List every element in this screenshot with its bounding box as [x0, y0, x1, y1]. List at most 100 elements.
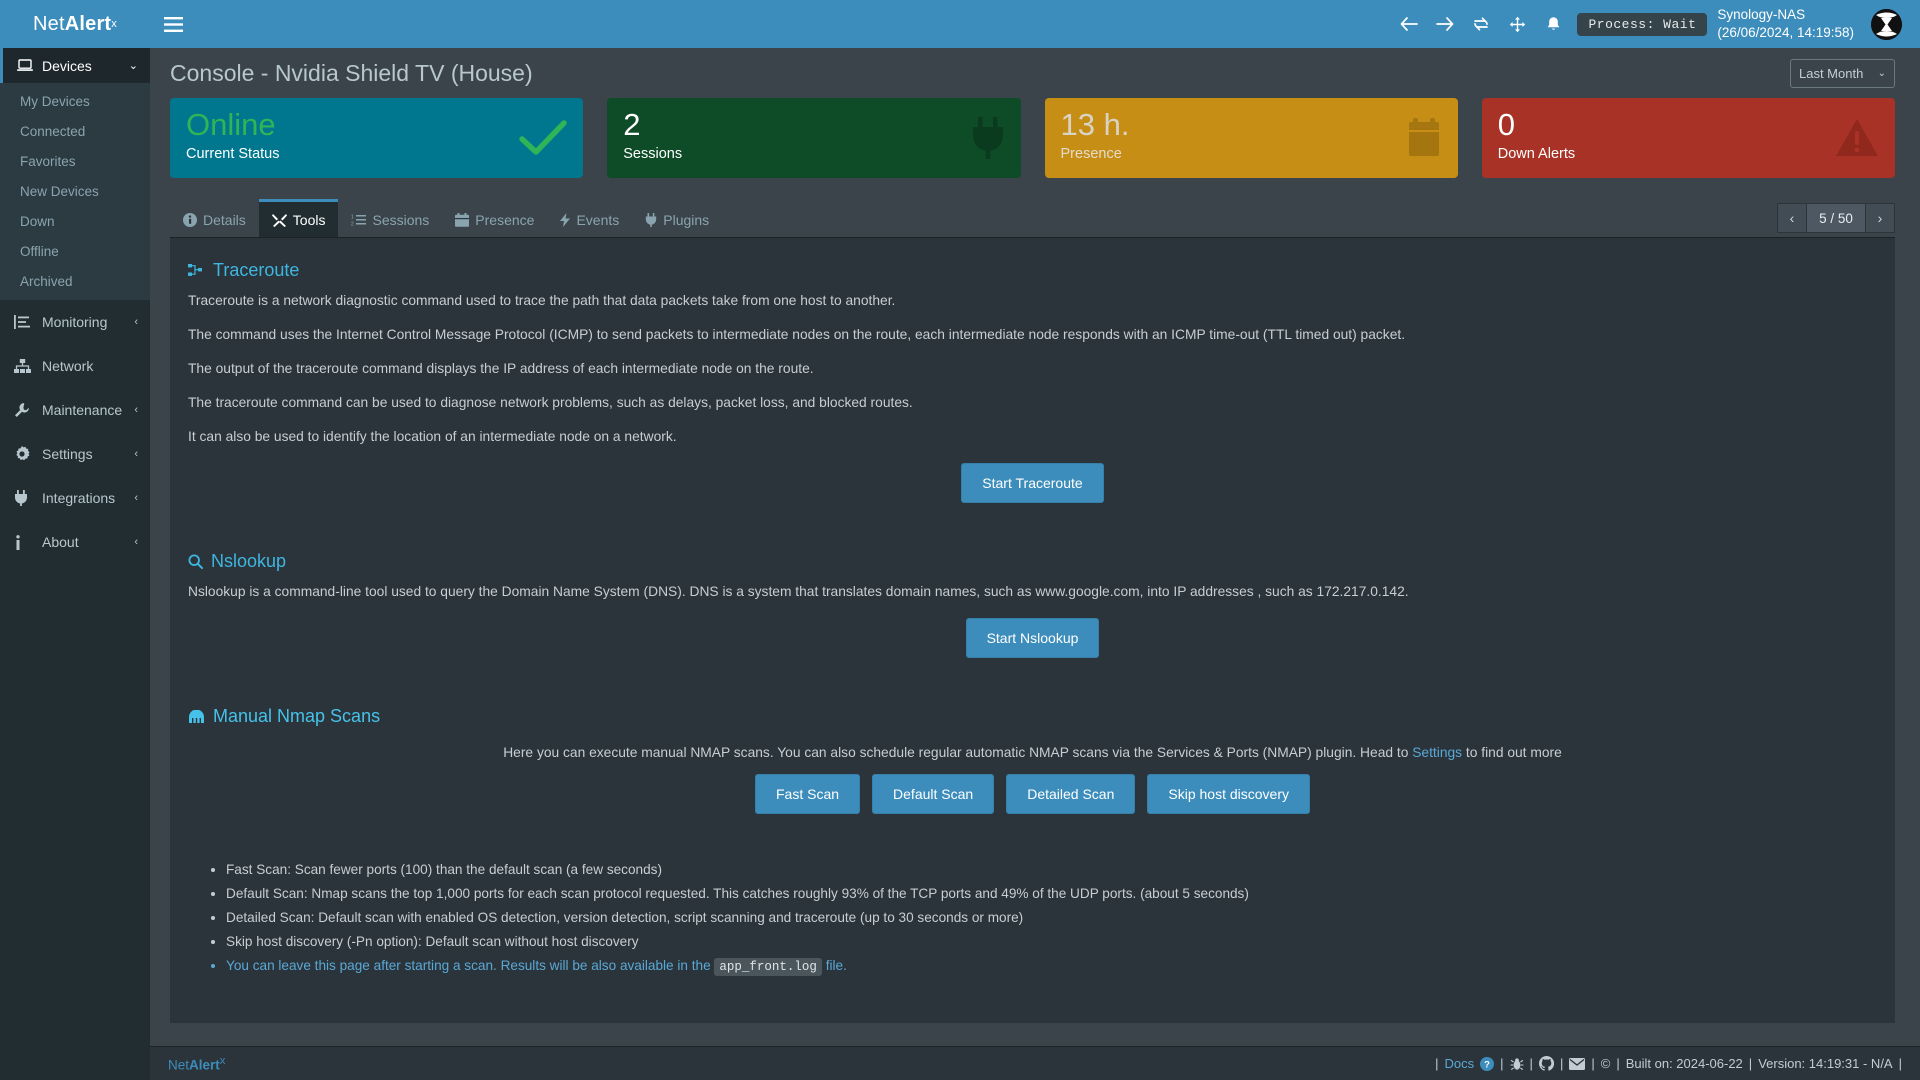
logo-superscript: x: [111, 18, 117, 30]
log-note-before: You can leave this page after starting a…: [226, 958, 715, 973]
footer-brand[interactable]: NetAlertx: [168, 1055, 225, 1073]
card-label: Down Alerts: [1497, 146, 1576, 162]
default-scan-button[interactable]: Default Scan: [872, 774, 995, 814]
back-arrow-icon[interactable]: [1391, 0, 1427, 48]
traceroute-paragraph: The output of the traceroute command dis…: [188, 361, 814, 376]
footer-brand-prefix: Net: [168, 1057, 190, 1073]
card-value: 0: [1497, 107, 1515, 142]
notification-bell-icon[interactable]: [1535, 0, 1571, 48]
sidebar-item-down[interactable]: Down: [0, 206, 150, 236]
menu-toggle-icon[interactable]: [150, 0, 196, 48]
sidebar-item-maintenance[interactable]: Maintenance ‹: [0, 388, 150, 432]
bug-icon[interactable]: [1510, 1057, 1524, 1071]
sidebar-item-connected[interactable]: Connected: [0, 116, 150, 146]
github-icon[interactable]: [1539, 1056, 1554, 1071]
tab-label: Events: [576, 211, 620, 228]
period-select[interactable]: Last Month ⌄: [1790, 58, 1895, 88]
network-icon: [14, 359, 34, 373]
info-circle-icon: [183, 212, 197, 227]
plug-icon: [645, 212, 657, 227]
bolt-icon: [560, 212, 571, 227]
tab-details[interactable]: Details: [170, 199, 259, 237]
footer-separator: |: [1529, 1056, 1533, 1071]
card-value: 13 h.: [1060, 107, 1130, 142]
sidebar-item-offline[interactable]: Offline: [0, 236, 150, 266]
card-current-status[interactable]: Online Current Status: [170, 98, 584, 178]
start-traceroute-button[interactable]: Start Traceroute: [961, 463, 1104, 503]
copyright-icon[interactable]: ©: [1600, 1056, 1611, 1071]
traceroute-paragraph: It can also be used to identify the loca…: [188, 429, 677, 444]
start-nslookup-button[interactable]: Start Nslookup: [965, 618, 1100, 658]
nslookup-button-row: Start Nslookup: [170, 618, 1895, 658]
card-label: Current Status: [186, 146, 280, 162]
list-item-log-note: You can leave this page after starting a…: [226, 958, 1895, 976]
sidebar-item-integrations[interactable]: Integrations ‹: [0, 476, 150, 520]
check-icon: [519, 119, 567, 157]
footer-separator: |: [1591, 1056, 1595, 1071]
chevron-left-icon: ‹: [134, 536, 138, 548]
skip-host-discovery-button[interactable]: Skip host discovery: [1147, 774, 1310, 814]
app-logo[interactable]: Net Alert x: [0, 0, 150, 48]
pager-prev-button[interactable]: ‹: [1777, 203, 1807, 233]
svg-text:1: 1: [351, 215, 354, 221]
sidebar-devices-label: Devices: [42, 57, 92, 74]
device-pager: ‹ 5 / 50 ›: [1777, 203, 1895, 233]
plug-icon: [971, 117, 1005, 159]
chevron-down-icon: ⌄: [1877, 67, 1886, 79]
sidebar-label: Network: [42, 358, 94, 374]
page-title: Console - Nvidia Shield TV (House): [170, 59, 533, 86]
tab-plugins[interactable]: Plugins: [632, 199, 722, 237]
refresh-icon[interactable]: [1463, 0, 1499, 48]
detailed-scan-button[interactable]: Detailed Scan: [1006, 774, 1136, 814]
sidebar-item-network[interactable]: Network: [0, 344, 150, 388]
sidebar-item-favorites[interactable]: Favorites: [0, 146, 150, 176]
sidebar-sub-label: My Devices: [20, 93, 90, 109]
sidebar-item-archived[interactable]: Archived: [0, 266, 150, 296]
docs-link[interactable]: Docs: [1444, 1056, 1475, 1071]
chevron-left-icon: ‹: [134, 316, 138, 328]
question-circle-icon[interactable]: ?: [1480, 1056, 1495, 1071]
user-info[interactable]: Synology-NAS (26/06/2024, 14:19:58): [1717, 6, 1854, 42]
move-arrows-icon[interactable]: [1499, 0, 1535, 48]
card-value: 2: [623, 107, 641, 142]
sidebar-item-new-devices[interactable]: New Devices: [0, 176, 150, 206]
tab-presence[interactable]: Presence: [442, 199, 547, 237]
card-down-alerts[interactable]: 0 Down Alerts: [1481, 98, 1895, 178]
fast-scan-button[interactable]: Fast Scan: [755, 774, 861, 814]
tools-panel: Traceroute Traceroute is a network diagn…: [170, 238, 1895, 1023]
page-header: Console - Nvidia Shield TV (House) Last …: [150, 48, 1920, 98]
process-status-badge: Process: Wait: [1577, 12, 1708, 36]
nmap-settings-link[interactable]: Settings: [1412, 745, 1463, 760]
sidebar-item-devices[interactable]: Devices ⌄: [0, 48, 150, 83]
tab-events[interactable]: Events: [547, 199, 632, 237]
nmap-desc-before: Here you can execute manual NMAP scans. …: [503, 745, 1413, 760]
card-presence[interactable]: 13 h. Presence: [1044, 98, 1458, 178]
forward-arrow-icon[interactable]: [1427, 0, 1463, 48]
sidebar-item-monitoring[interactable]: Monitoring ‹: [0, 300, 150, 344]
sidebar-item-about[interactable]: About ‹: [0, 520, 150, 564]
sidebar-item-my-devices[interactable]: My Devices: [0, 86, 150, 116]
envelope-icon[interactable]: [1569, 1057, 1586, 1070]
footer: NetAlertx | Docs ? | | | | © | Built on:…: [150, 1046, 1920, 1080]
laptop-icon: [17, 59, 33, 72]
avatar-wrapper[interactable]: [1866, 0, 1906, 48]
plug-icon: [14, 490, 34, 506]
built-on-text: Built on: 2024-06-22: [1625, 1056, 1743, 1071]
sitemap-icon: [188, 263, 205, 278]
tab-tools[interactable]: Tools: [258, 199, 339, 237]
devices-submenu: My Devices Connected Favorites New Devic…: [0, 83, 150, 300]
info-icon: [14, 534, 34, 550]
list-item: Detailed Scan: Default scan with enabled…: [226, 910, 1895, 925]
footer-separator: |: [1616, 1056, 1620, 1071]
sidebar-sub-label: Connected: [20, 123, 86, 139]
svg-text:2: 2: [351, 222, 354, 227]
sidebar-item-settings[interactable]: Settings ‹: [0, 432, 150, 476]
log-file-name: app_front.log: [714, 958, 822, 976]
tab-label: Tools: [292, 211, 326, 228]
card-sessions[interactable]: 2 Sessions: [607, 98, 1021, 178]
pager-next-button[interactable]: ›: [1865, 203, 1895, 233]
top-header: Net Alert x Process: Wait Synology-NAS: [0, 0, 1920, 48]
